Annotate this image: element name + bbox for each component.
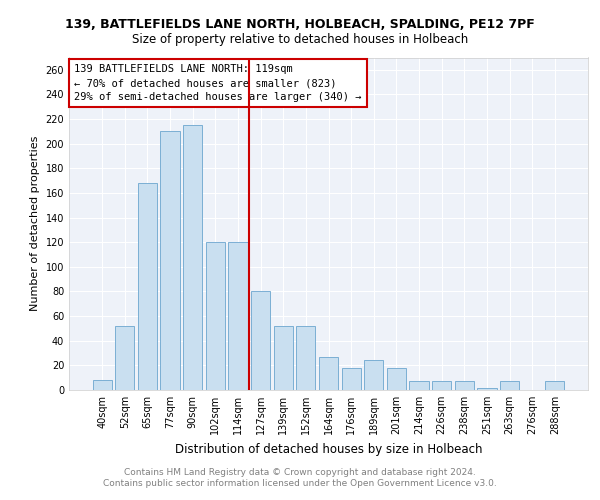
- Bar: [432, 382, 451, 390]
- Bar: [296, 326, 316, 390]
- Bar: [206, 242, 225, 390]
- Bar: [455, 382, 474, 390]
- Y-axis label: Number of detached properties: Number of detached properties: [30, 136, 40, 312]
- Bar: [92, 380, 112, 390]
- Text: Size of property relative to detached houses in Holbeach: Size of property relative to detached ho…: [132, 32, 468, 46]
- Bar: [500, 382, 519, 390]
- Text: 139 BATTLEFIELDS LANE NORTH: 119sqm
← 70% of detached houses are smaller (823)
2: 139 BATTLEFIELDS LANE NORTH: 119sqm ← 70…: [74, 64, 362, 102]
- Bar: [251, 292, 270, 390]
- Bar: [319, 357, 338, 390]
- Bar: [229, 242, 248, 390]
- Bar: [341, 368, 361, 390]
- Bar: [477, 388, 497, 390]
- Bar: [364, 360, 383, 390]
- Bar: [409, 382, 428, 390]
- Bar: [387, 368, 406, 390]
- Bar: [545, 382, 565, 390]
- Bar: [138, 183, 157, 390]
- Bar: [115, 326, 134, 390]
- Bar: [274, 326, 293, 390]
- Bar: [160, 132, 180, 390]
- X-axis label: Distribution of detached houses by size in Holbeach: Distribution of detached houses by size …: [175, 442, 482, 456]
- Text: Contains HM Land Registry data © Crown copyright and database right 2024.
Contai: Contains HM Land Registry data © Crown c…: [103, 468, 497, 487]
- Bar: [183, 125, 202, 390]
- Text: 139, BATTLEFIELDS LANE NORTH, HOLBEACH, SPALDING, PE12 7PF: 139, BATTLEFIELDS LANE NORTH, HOLBEACH, …: [65, 18, 535, 30]
